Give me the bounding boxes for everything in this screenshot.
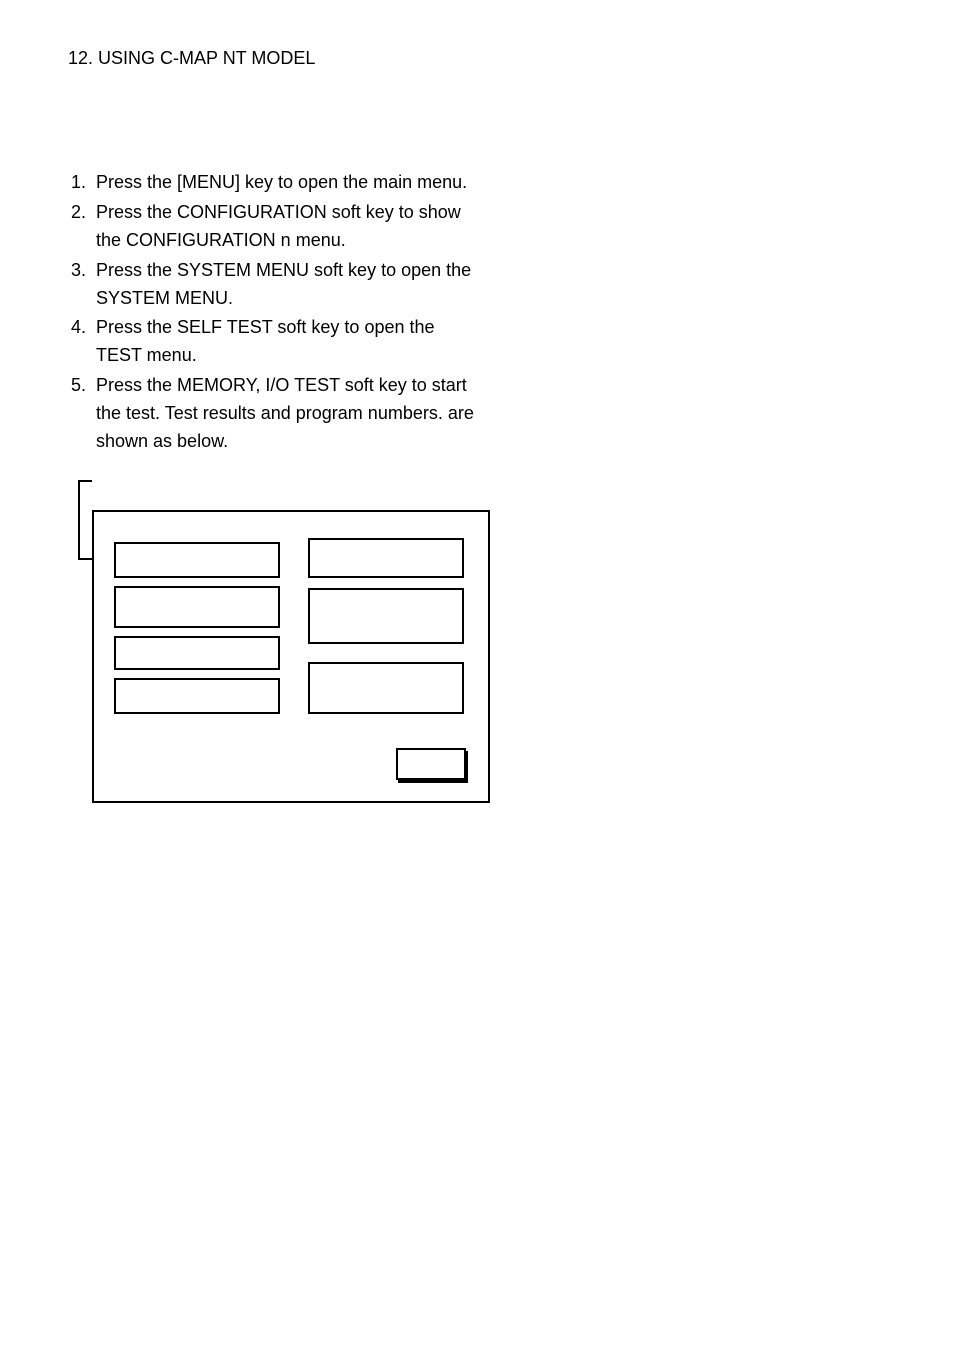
diagram-outer-box xyxy=(92,510,490,803)
list-text: Press the MEMORY, I/O TEST soft key to s… xyxy=(96,372,476,456)
list-number: 5. xyxy=(68,372,96,456)
diagram-connector-vertical xyxy=(78,518,80,558)
list-text: Press the CONFIGURATION soft key to show… xyxy=(96,199,476,255)
diagram-cell xyxy=(308,662,464,714)
list-number: 1. xyxy=(68,169,96,197)
list-item: 3. Press the SYSTEM MENU soft key to ope… xyxy=(68,257,886,313)
list-item: 5. Press the MEMORY, I/O TEST soft key t… xyxy=(68,372,886,456)
instruction-list: 1. Press the [MENU] key to open the main… xyxy=(68,169,886,456)
diagram-bracket-top xyxy=(78,480,92,482)
diagram-cell xyxy=(308,588,464,644)
list-item: 4. Press the SELF TEST soft key to open … xyxy=(68,314,886,370)
list-number: 3. xyxy=(68,257,96,313)
list-number: 2. xyxy=(68,199,96,255)
diagram-cell xyxy=(114,678,280,714)
diagram-button-cell xyxy=(396,748,466,780)
diagram xyxy=(60,480,500,810)
list-text: Press the [MENU] key to open the main me… xyxy=(96,169,476,197)
diagram-cell xyxy=(114,542,280,578)
list-number: 4. xyxy=(68,314,96,370)
diagram-cell xyxy=(308,538,464,578)
diagram-bracket-left xyxy=(78,480,80,518)
list-item: 2. Press the CONFIGURATION soft key to s… xyxy=(68,199,886,255)
list-text: Press the SYSTEM MENU soft key to open t… xyxy=(96,257,476,313)
page-header: 12. USING C-MAP NT MODEL xyxy=(68,48,886,69)
list-item: 1. Press the [MENU] key to open the main… xyxy=(68,169,886,197)
list-text: Press the SELF TEST soft key to open the… xyxy=(96,314,476,370)
diagram-cell xyxy=(114,636,280,670)
diagram-cell xyxy=(114,586,280,628)
